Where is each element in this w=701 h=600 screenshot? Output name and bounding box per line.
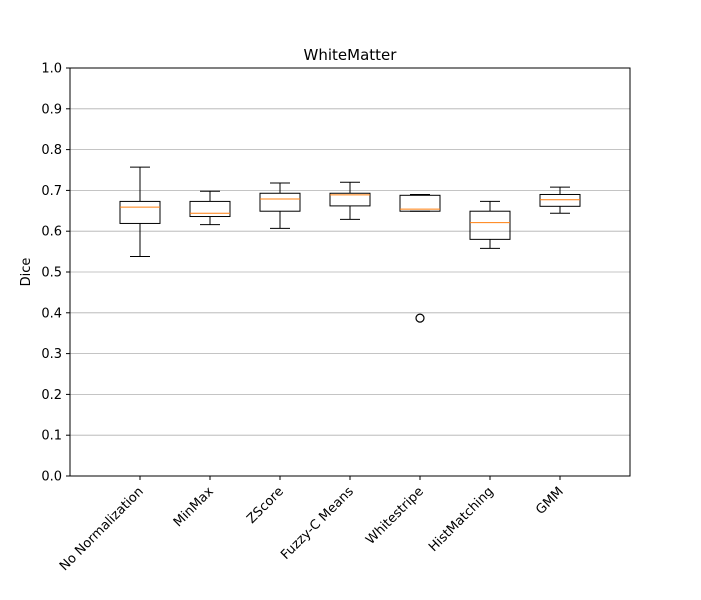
box-5	[469, 200, 511, 249]
y-tick-label: 0.0	[41, 470, 62, 485]
y-axis: 0.0 0.1 0.2 0.3 0.4 0.5 0.6 0.7 0.8 0.9 1.0	[41, 62, 70, 485]
box-2	[259, 182, 301, 229]
box-1	[189, 190, 231, 226]
y-tick-label: 0.3	[41, 347, 62, 362]
box-4	[399, 193, 441, 323]
chart-title: WhiteMatter	[304, 46, 398, 64]
outlier-point	[415, 313, 425, 323]
y-tick-label: 0.7	[41, 184, 62, 199]
y-tick-label: 0.5	[41, 266, 62, 281]
box-6	[539, 186, 581, 214]
y-tick-label: 0.1	[41, 429, 62, 444]
box-body	[469, 210, 511, 240]
box-body	[539, 193, 581, 207]
box-0	[119, 166, 161, 257]
box-body	[399, 194, 441, 212]
y-tick-label: 0.9	[41, 102, 62, 117]
box-body	[329, 192, 371, 207]
y-tick-label: 0.8	[41, 143, 62, 158]
y-tick-label: 0.4	[41, 306, 62, 321]
box-body	[259, 192, 301, 212]
y-tick-label: 0.6	[41, 225, 62, 240]
y-axis-label: Dice	[19, 258, 34, 287]
box-3	[329, 181, 371, 220]
y-tick-label: 1.0	[41, 62, 62, 77]
box-body	[119, 200, 161, 224]
box-plots	[119, 166, 581, 323]
box-body	[189, 200, 231, 218]
y-tick-label: 0.2	[41, 388, 62, 403]
